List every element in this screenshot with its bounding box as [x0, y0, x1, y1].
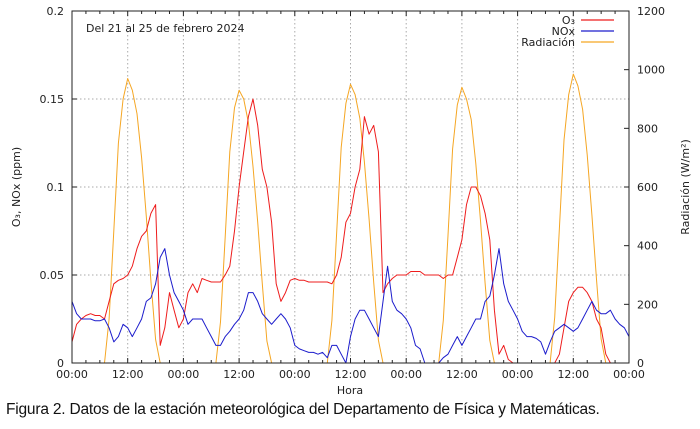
- y-tick-label: 0.1: [47, 181, 65, 194]
- x-tick-label: 12:00: [223, 368, 255, 381]
- y-tick-label: 0.2: [47, 5, 65, 18]
- y2-tick-label: 1200: [637, 5, 665, 18]
- axis-ticks: 00:00 12:00 00:00 12:00 00:00 12:00 00:00 12:00…: [40, 5, 666, 381]
- x-tick-label: 00:00: [502, 368, 534, 381]
- x-tick-label: 00:00: [56, 368, 88, 381]
- y-tick-label: 0: [57, 357, 64, 370]
- y2-tick-label: 200: [637, 298, 658, 311]
- x-tick-label: 12:00: [335, 368, 367, 381]
- y-tick-label: 0.05: [40, 269, 65, 282]
- y2-tick-label: 600: [637, 181, 658, 194]
- y2-tick-label: 0: [637, 357, 644, 370]
- y2-tick-label: 800: [637, 122, 658, 135]
- legend-label: O₃: [562, 14, 575, 27]
- chart: 00:00 12:00 00:00 12:00 00:00 12:00 00:00 12:00…: [10, 5, 692, 397]
- y-tick-label: 0.15: [40, 93, 65, 106]
- y2-tick-label: 400: [637, 240, 658, 253]
- annotation: Del 21 al 25 de febrero 2024: [86, 22, 245, 35]
- x-tick-label: 00:00: [613, 368, 645, 381]
- x-tick-label: 00:00: [168, 368, 200, 381]
- x-tick-label: 12:00: [446, 368, 478, 381]
- x-axis-label: Hora: [337, 384, 363, 397]
- x-tick-label: 00:00: [390, 368, 422, 381]
- y-axis-label: O₃, NOx (ppm): [10, 147, 23, 227]
- x-tick-label: 12:00: [112, 368, 144, 381]
- y2-tick-label: 1000: [637, 64, 665, 77]
- legend-label: Radiación: [521, 36, 575, 49]
- figure-caption: Figura 2. Datos de la estación meteoroló…: [6, 401, 600, 418]
- y2-axis-label: Radiación (W/m²): [679, 139, 692, 235]
- series-line-nox: [71, 248, 630, 364]
- x-tick-label: 00:00: [279, 368, 311, 381]
- x-tick-label: 12:00: [557, 368, 589, 381]
- legend-label: NOx: [552, 25, 576, 38]
- grid: [72, 11, 629, 363]
